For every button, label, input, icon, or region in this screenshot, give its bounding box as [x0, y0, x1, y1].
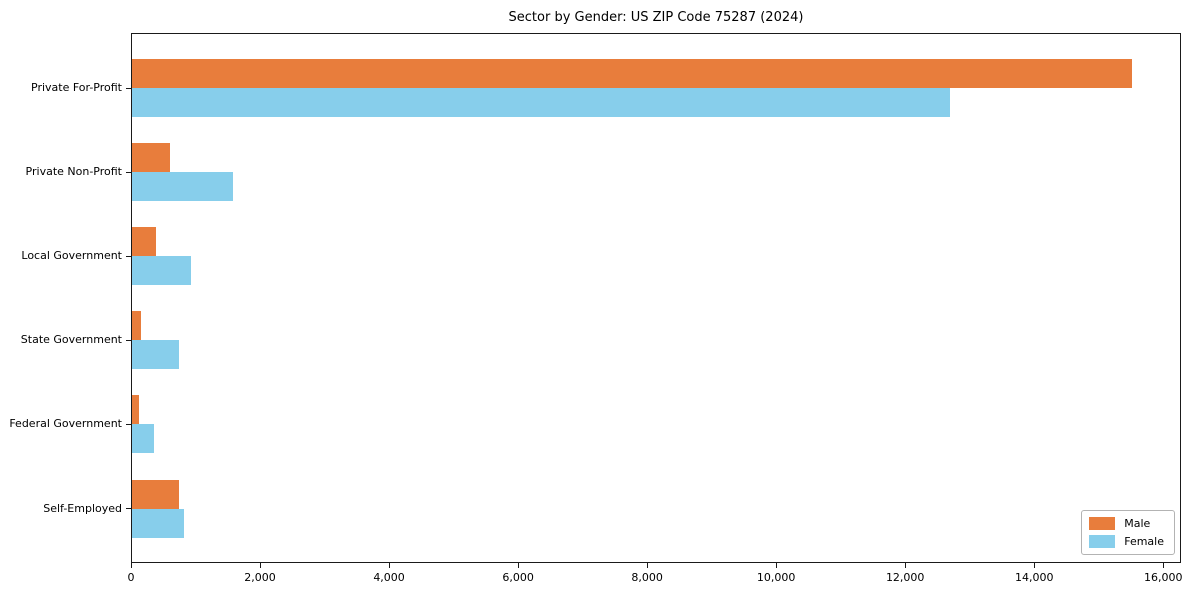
- y-tick-mark: [126, 171, 131, 173]
- chart-title: Sector by Gender: US ZIP Code 75287 (202…: [508, 10, 804, 25]
- x-tick-mark: [646, 563, 648, 568]
- legend-label-male: Male: [1124, 517, 1151, 530]
- x-tick-mark: [775, 563, 777, 568]
- male-series-swatch: [1089, 517, 1116, 530]
- female-bar: [132, 88, 950, 117]
- y-tick-mark: [126, 339, 131, 341]
- y-tick-mark: [126, 508, 131, 509]
- x-axis-tick-label: 10,000: [756, 571, 796, 584]
- female-bar: [132, 172, 233, 202]
- y-axis-category-label: Private Non-Profit: [25, 165, 122, 179]
- x-tick-mark: [130, 563, 132, 568]
- x-tick-mark: [517, 563, 519, 568]
- female-bar: [132, 340, 179, 370]
- x-tick-mark: [904, 563, 906, 568]
- y-tick-mark: [126, 423, 131, 425]
- female-bar: [132, 256, 191, 286]
- x-axis-tick-label: 14,000: [1014, 571, 1054, 584]
- x-axis-tick-label: 4,000: [373, 571, 405, 584]
- legend-label-female: Female: [1124, 535, 1164, 548]
- x-tick-mark: [388, 563, 390, 568]
- x-axis-tick-label: 16,000: [1144, 571, 1183, 584]
- x-tick-mark: [259, 563, 261, 568]
- legend: Male Female: [1081, 510, 1175, 555]
- x-tick-mark: [1033, 563, 1035, 568]
- female-bar: [132, 508, 184, 538]
- y-axis-category-label: Federal Government: [9, 417, 122, 431]
- plot-area: Male Female: [131, 33, 1181, 563]
- y-axis-category-label: Local Government: [21, 249, 122, 263]
- x-axis-tick-label: 2,000: [244, 571, 276, 584]
- y-tick-mark: [126, 255, 131, 257]
- x-axis-tick-label: 12,000: [885, 571, 925, 584]
- y-axis-category-label: State Government: [20, 333, 122, 347]
- legend-item-female: Female: [1089, 535, 1164, 548]
- male-bar: [132, 395, 139, 425]
- male-bar: [132, 479, 179, 509]
- male-bar: [132, 311, 141, 341]
- male-bar: [132, 59, 1132, 88]
- male-bar: [132, 143, 170, 173]
- x-axis-tick-label: 8,000: [631, 571, 663, 584]
- female-series-swatch: [1089, 535, 1116, 548]
- male-bar: [132, 227, 156, 257]
- y-tick-mark: [126, 87, 131, 89]
- y-axis-category-label: Self-Employed: [43, 501, 122, 515]
- female-bar: [132, 424, 154, 454]
- legend-item-male: Male: [1089, 517, 1164, 530]
- x-axis-tick-label: 6,000: [502, 571, 534, 584]
- x-tick-mark: [1162, 563, 1164, 568]
- y-axis-category-label: Private For-Profit: [31, 81, 122, 94]
- x-axis-tick-label: 0: [127, 571, 135, 584]
